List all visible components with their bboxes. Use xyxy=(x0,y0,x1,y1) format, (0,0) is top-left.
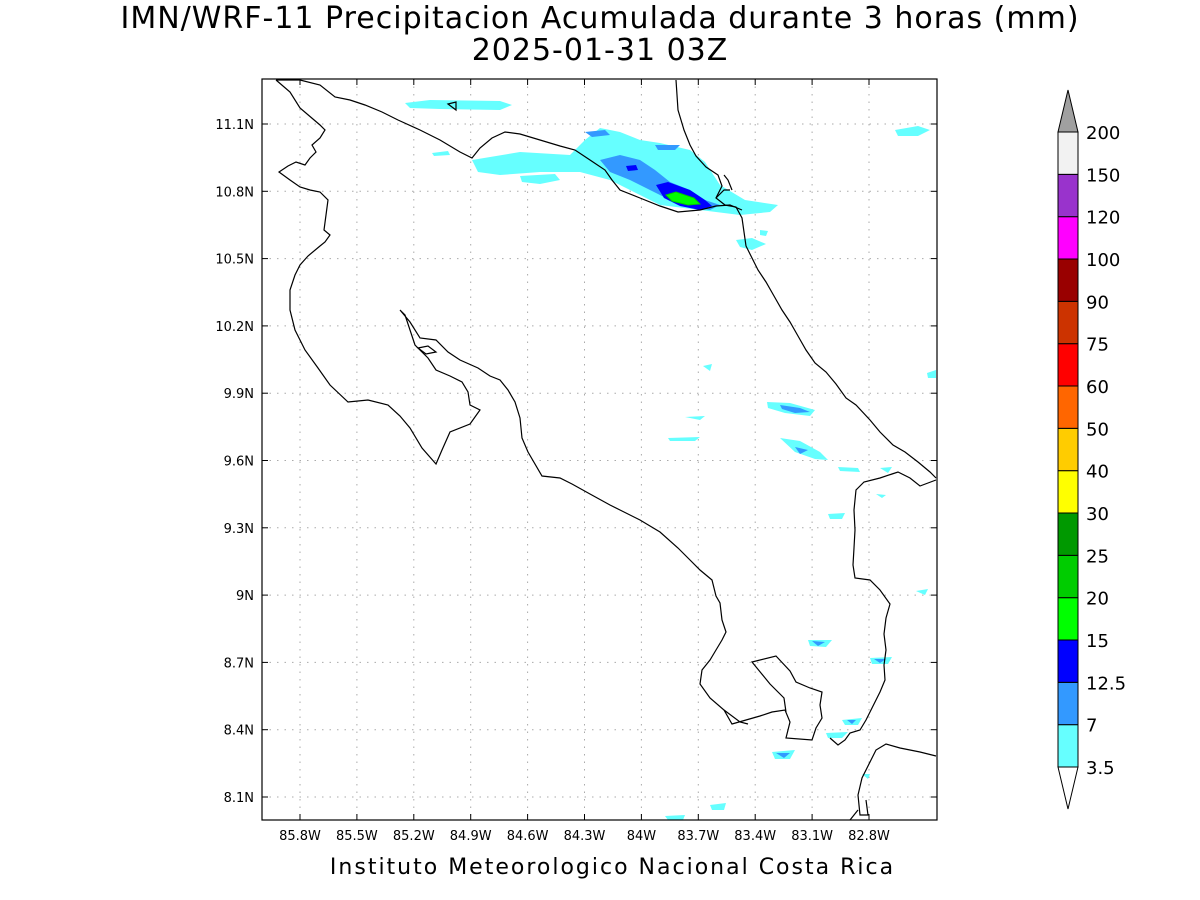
colorbar-box xyxy=(1057,385,1079,429)
colorbar-box xyxy=(1057,300,1079,345)
colorbar-label: 90 xyxy=(1086,292,1109,313)
lon-label: 84.3W xyxy=(564,829,606,844)
colorbar-label: 3.5 xyxy=(1086,758,1115,779)
lon-label: 84.6W xyxy=(507,829,549,844)
colorbar-box xyxy=(1057,512,1079,556)
colorbar-label: 100 xyxy=(1086,250,1120,271)
lon-label: 85.8W xyxy=(279,829,321,844)
colorbar-box xyxy=(1057,216,1079,260)
map-gridlines xyxy=(262,79,937,820)
lon-label: 83.7W xyxy=(677,829,719,844)
colorbar-label: 7 xyxy=(1086,716,1097,737)
map-frame xyxy=(261,78,938,821)
colorbar-label: 15 xyxy=(1086,631,1109,652)
colorbar-box xyxy=(1057,427,1079,472)
precip-15mm-areas xyxy=(665,191,702,206)
colorbar-box xyxy=(1057,470,1079,514)
coastline-borders xyxy=(275,79,937,821)
chart-subtitle-date: 2025-01-31 03Z xyxy=(471,33,729,68)
lon-label: 84.9W xyxy=(450,829,492,844)
colorbar-box xyxy=(1057,554,1079,599)
lon-label: 84W xyxy=(627,829,657,844)
colorbar-label: 200 xyxy=(1086,123,1120,144)
colorbar-label: 40 xyxy=(1086,462,1109,483)
lat-label: 10.5N xyxy=(215,253,254,268)
lon-label: 83.1W xyxy=(791,829,833,844)
colorbar-label: 150 xyxy=(1086,165,1120,186)
colorbar-label: 20 xyxy=(1086,589,1109,610)
lat-label: 9.3N xyxy=(224,522,254,537)
lat-label: 11.1N xyxy=(215,118,254,133)
colorbar-box xyxy=(1057,258,1079,302)
colorbar-box xyxy=(1057,597,1079,641)
lon-label: 83.4W xyxy=(734,829,776,844)
colorbar-max-triangle xyxy=(1057,89,1079,133)
colorbar-min-triangle xyxy=(1057,766,1079,810)
lat-label: 10.2N xyxy=(215,320,254,335)
chart-title: IMN/WRF-11 Precipitacion Acumulada duran… xyxy=(120,1,1080,36)
colorbar-label: 30 xyxy=(1086,504,1109,525)
colorbar-label: 25 xyxy=(1086,546,1109,567)
lat-label: 9.6N xyxy=(224,455,254,470)
latitude-labels: 11.1N 10.8N 10.5N 10.2N 9.9N 9.6N 9.3N 9N 8.7N 8.… xyxy=(215,118,254,806)
lat-label: 8.4N xyxy=(224,724,254,739)
lat-label: 10.8N xyxy=(215,185,254,200)
lat-label: 8.7N xyxy=(224,656,254,671)
lon-label: 85.2W xyxy=(393,829,435,844)
colorbar-box xyxy=(1057,639,1079,683)
colorbar-label: 75 xyxy=(1086,335,1109,356)
colorbar-label: 120 xyxy=(1086,208,1120,229)
lon-label: 85.5W xyxy=(336,829,378,844)
lat-label: 9.9N xyxy=(224,387,254,402)
colorbar-box xyxy=(1057,131,1079,175)
lon-label: 82.8W xyxy=(848,829,890,844)
colorbar-label: 60 xyxy=(1086,377,1109,398)
colorbar-label: 50 xyxy=(1086,419,1109,440)
footer-credit: Instituto Meteorologico Nacional Costa R… xyxy=(329,855,896,880)
colorbar-box xyxy=(1057,724,1079,768)
colorbar-label: 12.5 xyxy=(1086,673,1126,694)
lat-label: 9N xyxy=(236,589,254,604)
lat-label: 8.1N xyxy=(224,791,254,806)
colorbar-box xyxy=(1057,173,1079,218)
longitude-labels: 85.8W 85.5W 85.2W 84.9W 84.6W 84.3W 84W 83.7W 83… xyxy=(279,829,890,844)
map-tick-marks xyxy=(262,79,937,820)
colorbar-box xyxy=(1057,343,1079,387)
colorbar-box xyxy=(1057,681,1079,726)
